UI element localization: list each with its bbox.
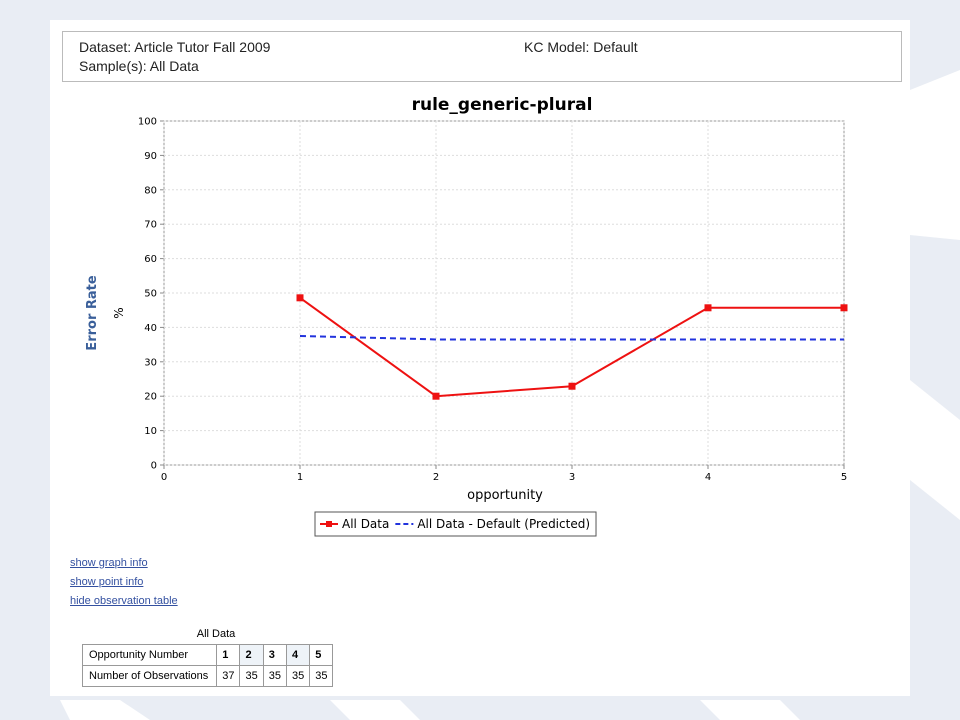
- x-tick-label: 5: [841, 472, 847, 483]
- deco-shape: [60, 700, 150, 720]
- y-tick-label: 100: [138, 117, 157, 128]
- legend-label: All Data - Default (Predicted): [417, 517, 590, 531]
- y-tick-label: 20: [144, 392, 157, 403]
- legend-box: [314, 511, 597, 537]
- x-tick-label: 3: [569, 472, 575, 483]
- table-cell: 35: [262, 665, 287, 687]
- table-cell: Number of Observations: [81, 665, 218, 687]
- legend-marker: [326, 521, 332, 527]
- table-title: All Data: [196, 628, 236, 640]
- y-tick-label: 90: [144, 151, 157, 162]
- y-tick-label: 0: [151, 461, 157, 472]
- deco-shape: [700, 700, 800, 720]
- link[interactable]: hide observation table: [70, 595, 178, 607]
- table-cell: 37: [216, 665, 241, 687]
- content-panel: Dataset: Article Tutor Fall 2009 Sample(…: [50, 20, 910, 696]
- table-cell: 5: [309, 644, 334, 666]
- table-cell: Opportunity Number: [81, 644, 218, 666]
- y-tick-label: 70: [144, 220, 157, 231]
- dataset: Dataset: Article Tutor Fall 2009: [79, 39, 271, 55]
- data-point: [704, 304, 712, 312]
- deco-shape: [910, 380, 960, 520]
- table-cell: 3: [262, 644, 287, 666]
- data-point: [296, 294, 304, 302]
- table-cell: 1: [216, 644, 241, 666]
- series-line: [299, 335, 844, 341]
- data-point: [568, 382, 576, 390]
- legend-label: All Data: [342, 517, 389, 531]
- data-point: [840, 304, 848, 312]
- table-cell: 35: [309, 665, 334, 687]
- y-tick-label: 60: [144, 254, 157, 265]
- deco-shape: [330, 700, 420, 720]
- x-tick-label: 2: [433, 472, 439, 483]
- link[interactable]: show graph info: [70, 557, 148, 569]
- table-row: Opportunity Number 1 2 3 4 5: [81, 644, 334, 666]
- table-cell: 35: [285, 665, 311, 687]
- x-axis-label: opportunity: [467, 488, 543, 503]
- y-tick-label: 40: [144, 323, 157, 334]
- legend: All Data All Data - Default (Predicted): [314, 511, 597, 537]
- link[interactable]: show point info: [70, 576, 144, 588]
- kc-model: KC Model: Default: [524, 39, 638, 55]
- header-box: Dataset: Article Tutor Fall 2009 Sample(…: [62, 31, 902, 82]
- y-tick-label: 80: [144, 185, 157, 196]
- table-cell: 4: [285, 644, 311, 666]
- y-tick-label: 10: [144, 426, 157, 437]
- deco-shape: [910, 70, 960, 240]
- links: show graph info show point info hide obs…: [70, 557, 178, 614]
- chart-title: rule_generic-plural: [412, 95, 593, 115]
- table-cell: 2: [239, 644, 264, 666]
- x-tick-label: 4: [705, 472, 711, 483]
- chart: 0 10 20 30 40 50 60 70 80 90 100 0 1 2 3 4 5 rule_generic…: [85, 95, 848, 537]
- table-cell: 35: [239, 665, 264, 687]
- observation-table: Opportunity Number 1 2 3 4 5 Number of Observa…: [81, 644, 334, 687]
- data-point: [432, 392, 440, 400]
- y-axis-unit: %: [112, 307, 126, 318]
- table-row: Number of Observations 37 35 35 35 35: [81, 665, 334, 687]
- samples: Sample(s): All Data: [79, 58, 199, 74]
- x-tick-label: 0: [161, 472, 167, 483]
- x-tick-label: 1: [297, 472, 303, 483]
- y-tick-label: 50: [144, 289, 157, 300]
- y-axis-label: Error Rate: [85, 275, 100, 351]
- y-tick-label: 30: [144, 357, 157, 368]
